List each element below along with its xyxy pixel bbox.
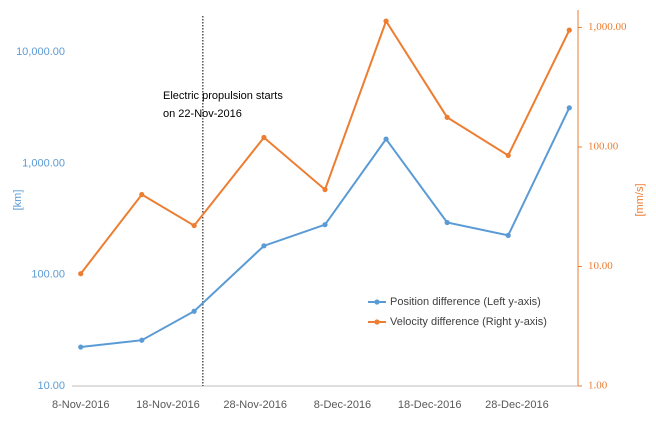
series-line bbox=[79, 18, 571, 275]
x-tick-label: 18-Dec-2016 bbox=[398, 399, 462, 411]
legend-marker bbox=[374, 319, 380, 325]
y-tick-label: 10,000.00 bbox=[16, 46, 65, 58]
x-tick-label: 28-Dec-2016 bbox=[485, 399, 549, 411]
y-tick-label: 10.00 bbox=[37, 380, 65, 392]
point bbox=[505, 232, 511, 238]
point bbox=[322, 186, 328, 193]
y2-tick-label: 10.00 bbox=[588, 260, 613, 272]
x-tick-label: 28-Nov-2016 bbox=[223, 399, 287, 411]
point bbox=[383, 18, 389, 24]
point bbox=[191, 308, 197, 314]
point bbox=[322, 222, 328, 228]
y2-tick-label: 1,000.00 bbox=[588, 21, 627, 33]
point bbox=[78, 271, 84, 277]
point bbox=[444, 114, 450, 120]
y-tick-label: 100.00 bbox=[31, 269, 65, 281]
legend-label: Velocity difference (Right y-axis) bbox=[390, 316, 547, 328]
y-axis-title: [km] bbox=[12, 190, 24, 211]
x-tick-label: 18-Nov-2016 bbox=[136, 399, 200, 411]
y2-axis-title: [mm/s] bbox=[634, 184, 646, 217]
series-line bbox=[80, 107, 571, 349]
legend-marker bbox=[374, 299, 380, 305]
annotation-text: on 22-Nov-2016 bbox=[163, 108, 242, 120]
point bbox=[566, 105, 572, 111]
point bbox=[383, 136, 389, 142]
annotation-text: Electric propulsion starts bbox=[163, 90, 283, 102]
y2-tick-label: 1.00 bbox=[588, 380, 608, 392]
point bbox=[78, 344, 84, 350]
point bbox=[191, 222, 197, 229]
y2-tick-label: 100.00 bbox=[588, 141, 619, 153]
point bbox=[444, 219, 450, 226]
legend-label: Position difference (Left y-axis) bbox=[390, 296, 541, 308]
point bbox=[139, 337, 145, 343]
point bbox=[139, 191, 145, 198]
x-tick-label: 8-Dec-2016 bbox=[314, 399, 371, 411]
point bbox=[261, 243, 267, 249]
x-tick-label: 8-Nov-2016 bbox=[52, 399, 109, 411]
point bbox=[261, 134, 267, 141]
point bbox=[566, 27, 572, 33]
y-tick-label: 1,000.00 bbox=[22, 157, 65, 169]
point bbox=[505, 152, 511, 159]
